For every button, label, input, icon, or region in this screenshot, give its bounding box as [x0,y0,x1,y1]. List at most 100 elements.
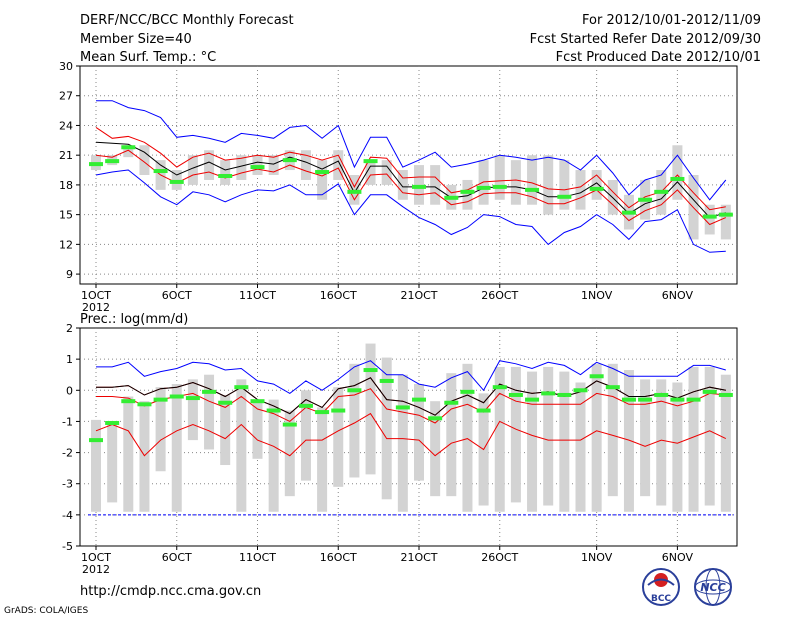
x-tick-label: 6NOV [662,551,694,564]
y-tick-label: 18 [59,179,73,192]
observed-marker [557,392,572,397]
spread-box [333,387,344,487]
precip-variable-label: Prec.: log(mm/d) [80,312,188,327]
x-tick-label: 1OCT [81,551,111,564]
spread-box [510,366,521,503]
observed-marker [363,368,378,373]
spread-box [268,399,279,512]
y-tick-label: 2 [66,322,73,335]
observed-marker [250,165,265,170]
spread-box [462,363,473,512]
spread-box [494,366,505,512]
spread-box [543,155,554,215]
spread-box [430,401,441,497]
spread-box [397,170,408,200]
bcc-logo: BCC [642,568,680,606]
temperature-plot-frame [79,65,738,285]
y-tick-label: -3 [62,478,73,491]
max-line [96,100,727,201]
observed-marker [234,385,249,390]
observed-marker [718,392,733,397]
observed-marker [476,408,491,413]
spread-box [704,204,715,235]
observed-marker [638,397,653,402]
x-tick-label: 1NOV [581,551,613,564]
observed-marker [363,159,378,164]
observed-marker [589,186,604,191]
spread-box [187,379,198,441]
observed-marker [412,397,426,402]
x-tick-label: 11OCT [239,551,276,564]
y-tick-label: -5 [62,540,73,553]
fcst-started-date: Fcst Started Refer Date 2012/09/30 [530,32,761,47]
observed-marker [105,159,120,164]
observed-marker [315,170,330,175]
lower-line [96,388,726,424]
observed-marker [670,397,685,402]
observed-marker [444,195,459,200]
x-tick-label: 1OCT [81,289,111,302]
y-tick-label: 15 [59,209,73,222]
spread-box [139,401,150,512]
spread-box [333,150,344,180]
spread-box [187,155,198,185]
ncc-logo-text: NCC [700,581,725,594]
observed-marker [460,189,475,194]
observed-marker [670,176,685,181]
observed-marker [121,145,136,150]
x-tick-label: 21OCT [400,551,437,564]
spread-box [317,160,328,200]
spread-box [607,363,618,497]
spread-box [672,145,683,200]
spread-box [268,155,279,175]
observed-marker [460,389,475,394]
x-tick-label: 6OCT [162,551,192,564]
min-line [95,169,726,253]
max-line [96,360,726,395]
mean-line [96,377,726,416]
spread-box [300,150,311,180]
x-tick-label: 1NOV [581,289,613,302]
spread-box [559,371,570,512]
spread-box [575,170,586,210]
observed-marker [654,189,669,194]
observed-marker [492,385,507,390]
observed-marker [476,185,491,190]
fcst-produced-date: Fcst Produced Date 2012/10/01 [556,50,761,65]
spread-box [349,363,360,478]
observed-marker [379,378,394,383]
spread-box [527,155,538,205]
ncc-logo: NCC [694,568,732,606]
spread-box [430,165,441,205]
x-tick-label: 16OCT [320,551,357,564]
observed-marker [428,416,443,421]
spread-box [494,155,505,200]
spread-box [688,366,699,512]
spread-box [510,160,521,205]
spread-box [171,384,182,512]
observed-marker [412,184,426,189]
source-url[interactable]: http://cmdp.ncc.cma.gov.cn [80,584,261,599]
y-tick-label: -1 [62,415,73,428]
observed-marker [573,388,588,393]
observed-marker [137,402,152,407]
spread-box [220,160,231,185]
spread-box [365,343,376,475]
observed-marker [105,420,120,425]
observed-marker [282,158,297,163]
spread-box [107,421,118,503]
precipitation-panel: -5 -4 -3 -2 -1 0 1 2 1OCT 6OCT 11OCT 16OCT 21OCT 26O… [62,322,738,576]
spread-box [236,155,247,180]
observed-marker [169,394,184,399]
observed-marker [718,212,733,217]
observed-marker [686,397,701,402]
x-tick-label: 11OCT [239,289,276,302]
observed-marker [89,438,103,443]
y-tick-label: 30 [59,60,73,73]
spread-box [220,394,231,466]
spread-box [575,382,586,512]
observed-marker [541,391,556,396]
spread-box [123,145,134,158]
observed-marker [153,169,168,174]
spread-box [527,371,538,512]
